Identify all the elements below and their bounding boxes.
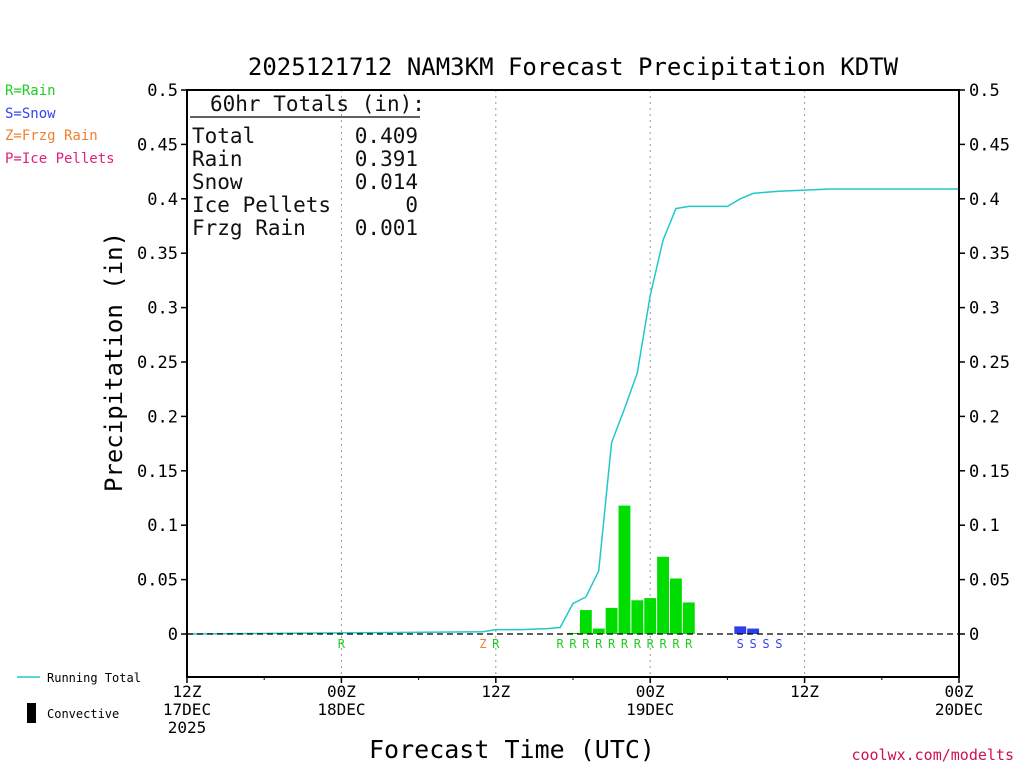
- totals-label-snow: Snow: [192, 170, 243, 194]
- ptype-marker: R: [621, 637, 629, 651]
- x-tick-label: 20DEC: [935, 700, 983, 719]
- ptype-marker: Z: [479, 637, 486, 651]
- y-axis-left: 0.5 0.45 0.4 0.35 0.3 0.25 0.2 0.15 0.1 0.05 0: [137, 81, 187, 645]
- precip-bar: [592, 628, 605, 634]
- convective-legend-label: Convective: [47, 707, 119, 721]
- y-tick-label-left: 0.15: [137, 462, 178, 482]
- totals-label-rain: Rain: [192, 147, 243, 171]
- running-total-line: [186, 188, 959, 635]
- y-tick-label-left: 0.05: [137, 571, 178, 591]
- ptype-marker: R: [608, 637, 616, 651]
- y-tick-label-left: 0.3: [147, 299, 178, 319]
- precip-bar: [682, 602, 695, 634]
- y-tick-label-right: 0.4: [969, 190, 1000, 210]
- y-tick-label-right: 0.35: [969, 244, 1010, 264]
- ptype-marker: R: [569, 637, 577, 651]
- totals-box: 60hr Totals (in): Total 0.409 Rain 0.391…: [190, 92, 425, 240]
- ptype-marker: R: [492, 637, 500, 651]
- convective-legend-swatch: [27, 703, 36, 723]
- y-tick-label-left: 0: [168, 625, 178, 645]
- ptype-marker: R: [582, 637, 590, 651]
- y-tick-label-right: 0.2: [969, 407, 1000, 427]
- legend-ice-pellets: P=Ice Pellets: [5, 151, 115, 167]
- x-tick-label: 00Z: [327, 682, 356, 701]
- y-tick-label-left: 0.5: [147, 81, 178, 101]
- ptype-marker: R: [595, 637, 603, 651]
- y-tick-label-right: 0.3: [969, 299, 1000, 319]
- precip-bar: [579, 610, 592, 634]
- x-tick-label: 18DEC: [317, 700, 365, 719]
- y-tick-label-left: 0.25: [137, 353, 178, 373]
- y-tick-label-right: 0.25: [969, 353, 1010, 373]
- totals-value-total: 0.409: [355, 124, 418, 148]
- y-tick-label-right: 0.45: [969, 135, 1010, 155]
- precip-bar: [657, 556, 669, 634]
- x-axis-label: Forecast Time (UTC): [369, 735, 655, 764]
- x-tick-label: 12Z: [173, 682, 202, 701]
- y-tick-label-left: 0.1: [147, 516, 178, 536]
- y-tick-label-left: 0.45: [137, 135, 178, 155]
- ptype-marker: R: [647, 637, 655, 651]
- y-axis-right: 0.5 0.45 0.4 0.35 0.3 0.25 0.2 0.15 0.1 0.05 0: [959, 81, 1010, 645]
- legend-snow: S=Snow: [5, 106, 56, 122]
- x-tick-label: 12Z: [790, 682, 819, 701]
- grid-lines: [340, 90, 806, 677]
- ptype-legend: R=Rain S=Snow Z=Frzg Rain P=Ice Pellets: [5, 83, 115, 167]
- totals-label-frzg-rain: Frzg Rain: [192, 216, 306, 240]
- precip-bar: [644, 598, 657, 634]
- x-tick-label: 12Z: [481, 682, 510, 701]
- precip-bar: [670, 578, 682, 634]
- ptype-marker: R: [685, 637, 693, 651]
- y-tick-label-left: 0.2: [147, 407, 178, 427]
- x-tick-label: 2025: [168, 718, 207, 737]
- y-tick-label-right: 0: [969, 625, 979, 645]
- y-tick-label-left: 0.35: [137, 244, 178, 264]
- totals-value-rain: 0.391: [355, 147, 418, 171]
- ptype-marker: R: [659, 637, 667, 651]
- ptype-marker: R: [634, 637, 642, 651]
- precip-bar: [631, 600, 644, 634]
- x-tick-label: 00Z: [636, 682, 665, 701]
- totals-value-snow: 0.014: [355, 170, 418, 194]
- running-total-legend-label: Running Total: [47, 671, 141, 685]
- precip-bar: [618, 505, 631, 634]
- totals-value-frzg-rain: 0.001: [355, 216, 418, 240]
- y-tick-label-right: 0.05: [969, 571, 1010, 591]
- ptype-marker: S: [775, 637, 782, 651]
- precip-bar: [734, 626, 747, 634]
- x-tick-label: 00Z: [945, 682, 974, 701]
- totals-value-ice-pellets: 0: [405, 193, 418, 217]
- ptype-marker: S: [737, 637, 744, 651]
- precip-bars: [567, 505, 760, 634]
- legend-rain: R=Rain: [5, 83, 56, 99]
- precip-bar: [747, 628, 760, 634]
- ptype-marker: S: [762, 637, 769, 651]
- totals-label-ice-pellets: Ice Pellets: [192, 193, 331, 217]
- source-credit: coolwx.com/modelts: [851, 746, 1014, 764]
- ptype-marker: S: [750, 637, 757, 651]
- ptype-marker: R: [672, 637, 680, 651]
- y-tick-label-left: 0.4: [147, 190, 178, 210]
- legend-frzg-rain: Z=Frzg Rain: [5, 128, 98, 144]
- y-tick-label-right: 0.5: [969, 81, 1000, 101]
- y-tick-label-right: 0.1: [969, 516, 1000, 536]
- totals-heading: 60hr Totals (in):: [210, 92, 425, 116]
- x-tick-label: 17DEC: [163, 700, 211, 719]
- precip-bar: [605, 607, 618, 634]
- y-tick-label-right: 0.15: [969, 462, 1010, 482]
- chart-title: 2025121712 NAM3KM Forecast Precipitation…: [248, 53, 899, 81]
- ptype-marker: R: [338, 637, 346, 651]
- y-axis-label: Precipitation (in): [100, 232, 128, 492]
- totals-label-total: Total: [192, 124, 255, 148]
- ptype-marker: R: [557, 637, 565, 651]
- series-legend: Running Total Convective: [17, 671, 141, 723]
- x-tick-label: 19DEC: [626, 700, 674, 719]
- plot-frame: [186, 89, 960, 678]
